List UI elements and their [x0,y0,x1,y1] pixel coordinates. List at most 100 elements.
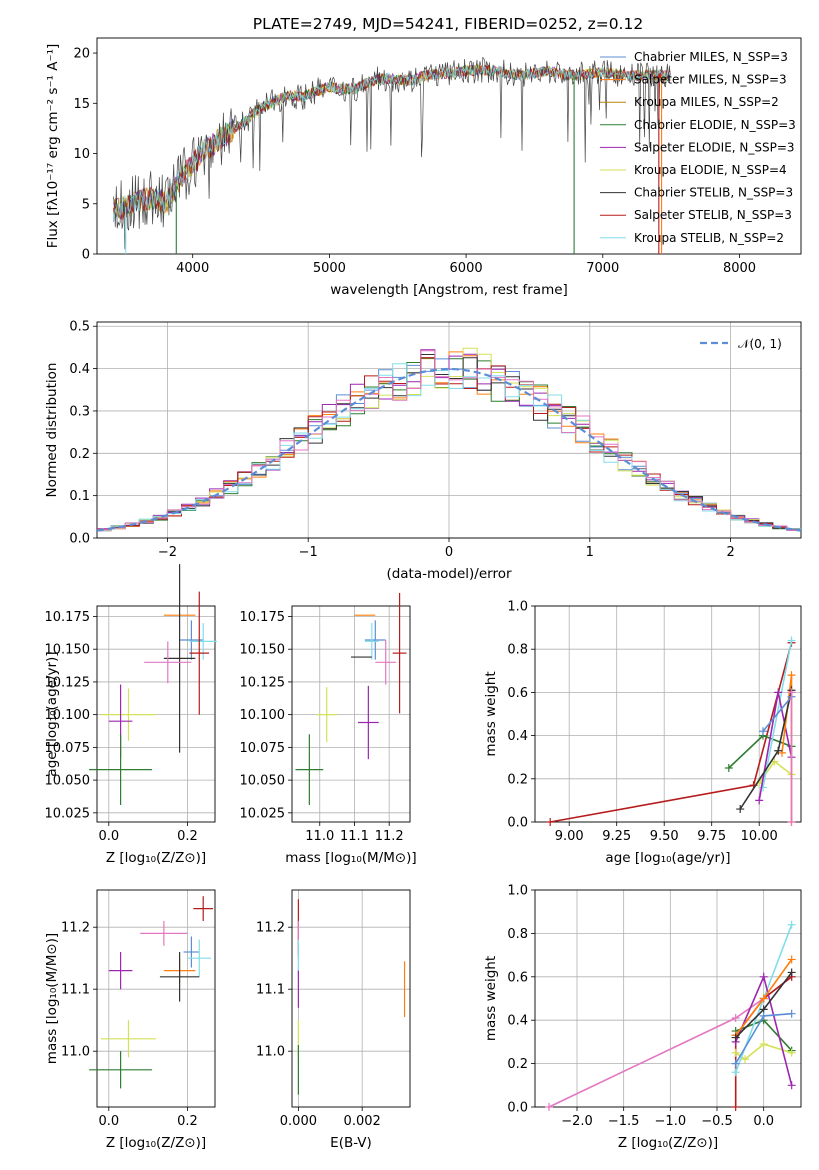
massweight-marker [736,805,745,814]
errorbar-point [357,685,379,760]
y-tick-label: 11.1 [61,983,90,998]
y-axis-label: mass weight [483,671,499,756]
y-tick-label: 1.0 [507,884,528,899]
x-tick-label: 8000 [723,261,756,276]
errorbar-point [183,936,200,968]
massweight-marker [787,671,796,680]
massweight-marker [787,688,796,697]
errorbar-point [295,734,324,805]
massweight-marker [759,994,768,1003]
errorbar-point [364,620,386,660]
legend-label: Salpeter MILES, N_SSP=3 [634,73,787,87]
x-tick-label: 4000 [176,261,209,276]
spectrum-series-9 [113,65,671,219]
x-axis-label: mass [log₁₀(M/M⊙)] [285,850,416,866]
y-axis-label: mass [log₁₀(M/M⊙)] [44,933,60,1064]
massweight-marker [759,972,768,981]
x-axis-label: wavelength [Angstrom, rest frame] [330,282,568,298]
massweight-marker [546,818,555,826]
y-tick-label: 10.050 [240,774,286,789]
errorbar-point [375,640,397,685]
legend-label: Kroupa STELIB, N_SSP=2 [634,231,784,245]
massweight-marker [759,1011,768,1020]
x-tick-label: −1.5 [608,1114,640,1129]
axes-frame [534,605,802,823]
y-tick-label: 11.0 [256,1045,285,1060]
legend-label: Salpeter STELIB, N_SSP=3 [634,208,792,222]
errorbar-point [100,1020,156,1058]
x-tick-label: −0.5 [701,1114,733,1129]
errorbar-point [316,687,338,743]
errorbar-point [392,592,407,714]
x-tick-label: 0.002 [344,1114,381,1129]
massweight-marker [731,1048,740,1057]
y-tick-label: 0.3 [69,404,90,419]
x-axis-label: (data-model)/error [386,566,512,582]
massweight-marker [731,1033,740,1042]
legend-label: 𝒩(0, 1) [738,337,782,351]
y-tick-label: 5 [82,197,90,212]
massweight-marker [787,1009,796,1018]
errorbar-point [89,734,153,805]
massweight-marker [787,818,796,826]
x-tick-label: 0.0 [98,1114,119,1129]
x-axis-label: Z [log₁₀(Z/Z⊙)] [106,850,206,866]
x-tick-label: 11.0 [305,829,334,844]
axes-frame [291,605,411,823]
massweight-marker [731,1014,740,1023]
x-axis-label: E(B-V) [330,1135,372,1151]
axes-frame [534,889,802,1108]
x-tick-label: 0.000 [280,1114,317,1129]
x-tick-label: 0.0 [98,829,119,844]
errorbar-point [144,641,192,684]
x-axis-label: Z [log₁₀(Z/Z⊙)] [106,1135,206,1151]
y-tick-label: 0 [82,248,90,263]
x-tick-label: −2.0 [561,1114,593,1129]
massweight-marker [759,783,767,792]
errorbar-point [187,939,212,977]
x-tick-label: −1.0 [655,1114,687,1129]
legend-label: Chabrier MILES, N_SSP=3 [634,50,788,64]
y-tick-label: 0.1 [69,489,90,504]
gaussian-curve [97,367,801,532]
y-tick-label: 1.0 [507,600,528,615]
histogram-series-9 [97,350,801,531]
y-tick-label: 0.2 [69,447,90,462]
x-axis-label: age [log₁₀(age/yr)] [605,850,730,866]
y-axis-label: mass weight [483,956,499,1041]
massweight-marker [787,636,796,645]
massweight-marker [774,688,783,697]
legend-label: Chabrier STELIB, N_SSP=3 [634,186,793,200]
errorbar-point [140,921,188,946]
y-tick-label: 10.100 [45,708,91,723]
massweight-marker [731,1068,740,1077]
massweight-marker [755,796,764,805]
y-axis-label: Flux [fλ10⁻¹⁷ erg cm⁻² s⁻¹ A⁻¹] [45,44,61,249]
y-tick-label: 0.6 [507,970,528,985]
y-axis-label: age [log₁₀(age/yr)] [44,651,60,776]
y-tick-label: 10.150 [45,643,91,658]
x-tick-label: 9.75 [697,829,726,844]
x-tick-label: 10.00 [741,829,778,844]
axes-frame [96,37,802,255]
y-tick-label: 10.125 [45,675,91,690]
massweight-marker [787,968,796,977]
x-tick-label: 0.0 [753,1114,774,1129]
massweight-marker [731,1103,740,1111]
figure-title: PLATE=2749, MJD=54241, FIBERID=0252, z=0… [253,15,643,33]
errorbar-point [100,688,156,741]
massweight-marker [759,1040,768,1049]
x-tick-label: −2 [158,545,177,560]
x-tick-label: 6000 [450,261,483,276]
x-tick-label: 1 [586,545,594,560]
y-tick-label: 0.0 [507,1101,528,1116]
x-tick-label: 7000 [586,261,619,276]
y-tick-label: 20 [73,47,90,62]
massweight-marker [731,1059,740,1068]
x-tick-label: 9.50 [650,829,679,844]
massweight-marker [759,727,767,736]
y-tick-label: 11.1 [256,983,285,998]
y-tick-label: 11.0 [61,1045,90,1060]
